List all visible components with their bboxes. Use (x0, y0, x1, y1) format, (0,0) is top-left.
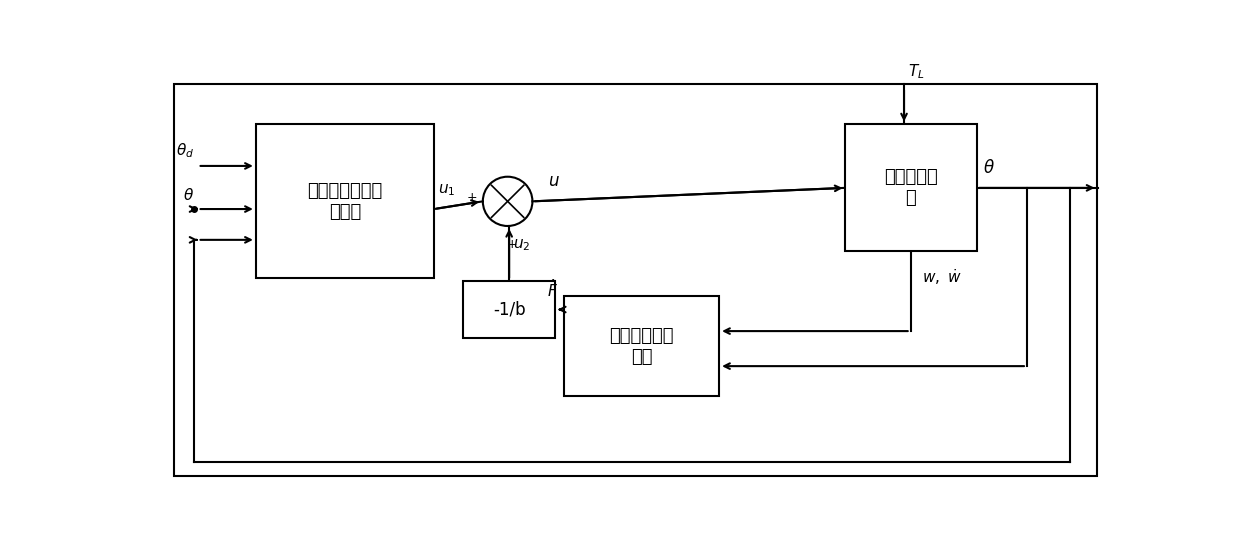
Text: +: + (506, 238, 517, 251)
Text: $T_L$: $T_L$ (908, 63, 925, 81)
Text: $\theta$: $\theta$ (182, 187, 193, 203)
Text: -1/b: -1/b (492, 301, 526, 319)
Text: $w,\ \dot{w}$: $w,\ \dot{w}$ (923, 267, 962, 287)
Text: $u$: $u$ (548, 172, 559, 190)
Text: $\theta$: $\theta$ (982, 159, 994, 177)
Bar (844, 124, 977, 251)
Bar (464, 281, 556, 339)
Bar (255, 124, 434, 279)
Text: $\theta_d$: $\theta_d$ (176, 141, 193, 160)
Text: +: + (466, 191, 477, 204)
Text: $u_2$: $u_2$ (513, 238, 531, 253)
Text: 直流无刷电
机: 直流无刷电 机 (884, 169, 937, 207)
Text: 非线性干扰观
测器: 非线性干扰观 测器 (609, 327, 675, 366)
Text: $u_1$: $u_1$ (438, 182, 455, 198)
Text: 自适应反演滑模
控制器: 自适应反演滑模 控制器 (308, 182, 382, 221)
Text: $\hat{F}$: $\hat{F}$ (547, 279, 558, 300)
Bar (564, 296, 719, 396)
